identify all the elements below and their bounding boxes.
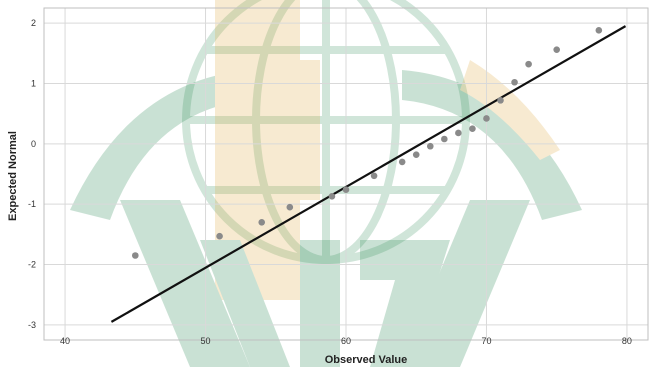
y-tick-label: -2 (28, 260, 36, 270)
plot-frame (43, 7, 649, 341)
data-point (426, 142, 434, 150)
x-axis-title: Observed Value (325, 354, 408, 366)
data-point (342, 186, 350, 193)
y-tick-label: -3 (28, 320, 36, 330)
globe-outline (182, 0, 470, 264)
data-point (595, 27, 603, 34)
data-point (553, 46, 560, 53)
data-point (412, 151, 420, 158)
gold-arc-shape (460, 60, 560, 160)
data-point (370, 172, 378, 180)
x-tick-label: 80 (622, 336, 632, 346)
tower-shape (240, 60, 320, 200)
letter-shape (360, 240, 450, 367)
y-tick-label: 2 (31, 18, 36, 28)
data-point (132, 252, 139, 259)
data-point (286, 203, 294, 211)
data-point (398, 158, 406, 166)
data-point (328, 193, 336, 200)
reference-line (110, 25, 627, 323)
data-point (216, 232, 223, 240)
y-tick-labels: 2 1 0 -1 -2 -3 (28, 18, 36, 330)
gold-arc-shape (402, 70, 582, 220)
data-point (258, 218, 266, 226)
data-points (132, 27, 603, 259)
x-tick-label: 60 (341, 336, 351, 346)
data-point (525, 60, 532, 68)
gold-arc-shape (70, 70, 250, 220)
y-axis-title: Expected Normal (7, 131, 19, 221)
letter-shape (300, 240, 340, 367)
x-tick-label: 70 (481, 336, 491, 346)
data-point (455, 129, 462, 137)
y-tick-label: 1 (31, 78, 36, 88)
y-tick-label: -1 (28, 199, 36, 209)
data-point (441, 135, 448, 143)
data-point (483, 115, 490, 122)
y-tick-label: 0 (31, 139, 36, 149)
grid-lines (44, 8, 648, 340)
data-point (497, 97, 504, 104)
letter-shape (200, 240, 290, 367)
x-tick-label: 50 (201, 336, 211, 346)
globe-meridian (252, 0, 400, 264)
data-point (469, 125, 476, 133)
x-tick-label: 40 (60, 336, 70, 346)
data-point (511, 78, 518, 86)
x-tick-labels: 40 50 60 70 80 (60, 336, 632, 346)
